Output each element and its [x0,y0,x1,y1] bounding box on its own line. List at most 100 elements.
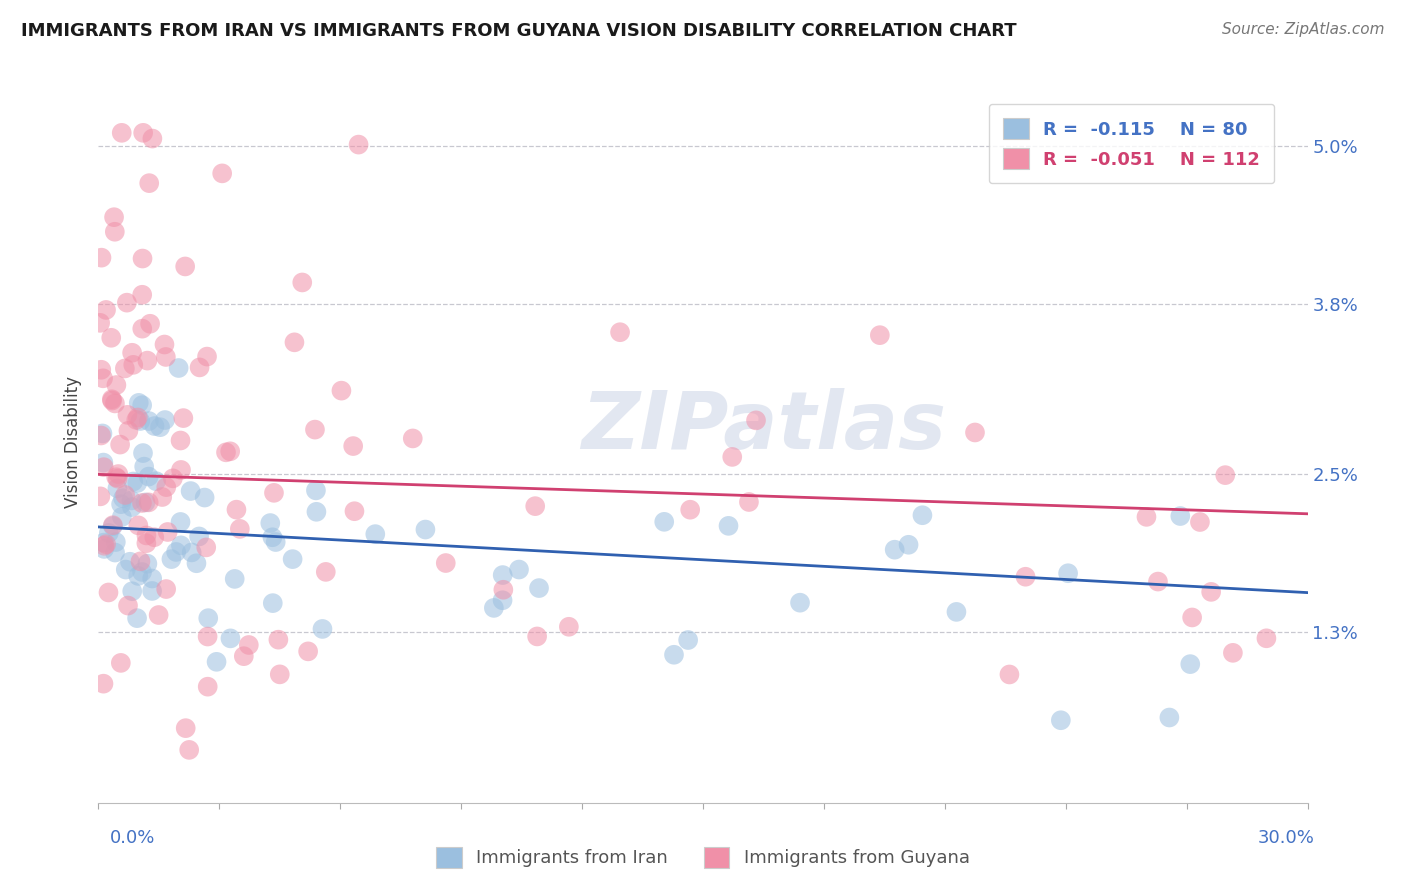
Point [136,557,159,571]
Point [232,649,254,664]
Point [717,519,740,533]
Point [165,545,187,559]
Point [139,317,162,331]
Point [305,483,328,498]
Point [143,419,166,434]
Point [136,353,159,368]
Point [141,584,163,599]
Point [180,484,202,499]
Point [162,471,184,485]
Point [1256,632,1278,646]
Point [1147,574,1170,589]
Point [609,325,631,339]
Point [195,350,218,364]
Point [127,569,149,583]
Point [91,371,114,385]
Point [224,572,246,586]
Point [195,541,218,555]
Point [118,555,141,569]
Point [482,601,505,615]
Point [229,522,252,536]
Point [121,500,143,514]
Point [167,361,190,376]
Point [122,475,145,489]
Point [155,582,177,596]
Point [132,446,155,460]
Y-axis label: Vision Disability: Vision Disability [65,376,83,508]
Point [155,350,177,364]
Point [169,434,191,448]
Point [131,287,153,301]
Point [330,384,353,398]
Point [527,581,550,595]
Point [524,499,547,513]
Point [963,425,986,440]
Point [188,360,211,375]
Point [89,316,111,330]
Point [104,535,127,549]
Point [170,463,193,477]
Point [1014,570,1036,584]
Point [110,497,132,511]
Point [225,502,247,516]
Point [125,413,148,427]
Point [679,502,702,516]
Point [676,633,699,648]
Point [197,611,219,625]
Point [1057,566,1080,581]
Point [107,472,129,486]
Point [150,490,173,504]
Point [143,530,166,544]
Point [134,495,156,509]
Point [1213,468,1236,483]
Point [1168,509,1191,524]
Point [492,582,515,597]
Point [180,545,202,559]
Point [117,408,139,422]
Point [172,411,194,425]
Point [211,166,233,180]
Point [219,632,242,646]
Point [132,126,155,140]
Point [121,345,143,359]
Point [129,554,152,568]
Point [170,538,193,552]
Point [97,525,120,540]
Point [114,563,136,577]
Point [101,519,124,533]
Point [121,493,143,508]
Point [1188,515,1211,529]
Point [131,496,153,510]
Point [94,302,117,317]
Point [169,515,191,529]
Point [93,541,115,556]
Point [97,585,120,599]
Point [138,469,160,483]
Point [105,378,128,392]
Point [131,398,153,412]
Point [526,629,548,643]
Point [131,252,153,266]
Point [491,593,513,607]
Point [128,396,150,410]
Point [267,632,290,647]
Point [1181,610,1204,624]
Point [652,515,675,529]
Point [93,535,115,549]
Point [138,414,160,428]
Point [262,596,284,610]
Point [90,251,112,265]
Point [883,542,905,557]
Point [104,225,127,239]
Point [117,424,139,438]
Point [297,644,319,658]
Point [745,413,768,427]
Point [93,456,115,470]
Point [1135,509,1157,524]
Point [219,444,242,458]
Point [998,667,1021,681]
Point [112,491,135,506]
Point [115,295,138,310]
Point [104,545,127,559]
Text: ZIPatlas: ZIPatlas [581,388,946,467]
